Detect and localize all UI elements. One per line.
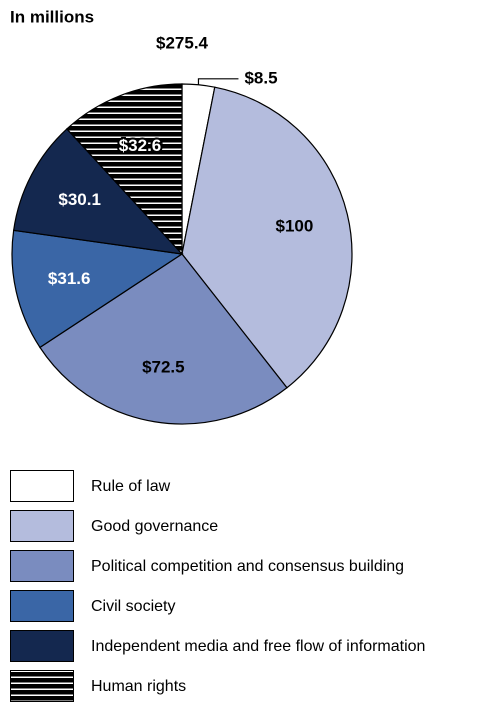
legend-swatch: [10, 470, 74, 502]
pie-slice: [39, 253, 288, 425]
legend-label: Good governance: [91, 518, 218, 535]
legend-label: Political competition and consensus buil…: [91, 558, 404, 575]
total-label: $275.4: [156, 33, 209, 52]
data-label: $31.6: [48, 269, 91, 288]
pie-slice: [12, 128, 184, 255]
data-label: $30.1: [58, 190, 101, 209]
legend-swatch: [10, 670, 74, 702]
data-label: $72.5: [142, 358, 185, 377]
pie-slice: [181, 86, 353, 389]
legend-label: Human rights: [91, 678, 186, 695]
data-label: $8.5: [244, 68, 277, 87]
legend-swatch: [10, 590, 74, 622]
legend-label: Rule of law: [91, 478, 171, 495]
pie-slice: [66, 83, 183, 256]
legend-label: Independent media and free flow of infor…: [91, 638, 425, 655]
legend-label: Civil society: [91, 598, 175, 615]
legend-swatch: [10, 550, 74, 582]
leader-line: [197, 78, 239, 85]
legend-swatch: [10, 630, 74, 662]
subtitle: In millions: [10, 7, 94, 26]
data-label: $32.6: [119, 136, 162, 155]
data-label: $100: [275, 216, 313, 235]
legend-swatch: [10, 510, 74, 542]
pie-slice: [11, 229, 184, 349]
